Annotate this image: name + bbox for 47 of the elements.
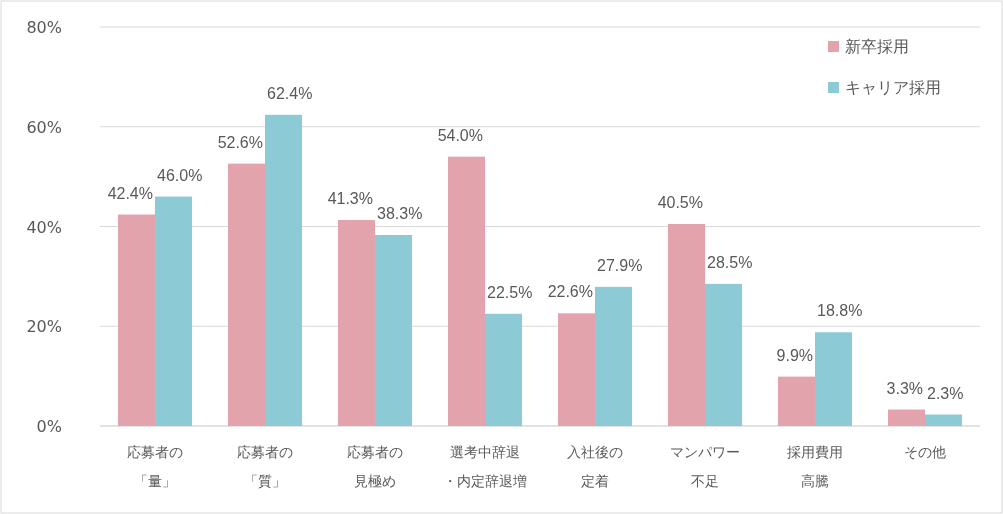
data-label: 18.8% (817, 302, 863, 320)
data-label: 54.0% (437, 126, 483, 144)
y-tick-label: 80% (26, 18, 62, 37)
bar (485, 313, 522, 426)
y-tick-label: 60% (26, 117, 62, 137)
x-tick-label: 応募者の見極め (346, 443, 404, 491)
bar (815, 332, 852, 426)
data-label: 38.3% (377, 204, 423, 222)
legend-label: キャリア採用 (845, 78, 941, 97)
bar (668, 224, 705, 426)
data-label: 28.5% (707, 253, 753, 271)
y-tick-label: 0% (36, 417, 62, 436)
bar (448, 156, 485, 426)
x-tick-label: その他 (903, 443, 947, 462)
x-tick-label: 入社後の定着 (566, 443, 624, 491)
data-label: 3.3% (886, 379, 923, 397)
bar (375, 234, 412, 426)
data-label: 52.6% (217, 133, 263, 151)
bar (118, 214, 155, 426)
data-label: 40.5% (657, 194, 703, 212)
bar (888, 409, 925, 426)
bar (705, 283, 742, 426)
data-label: 46.0% (157, 166, 203, 184)
bar (228, 163, 265, 426)
x-tick-label: マンパワー不足 (669, 443, 741, 491)
data-label: 62.4% (267, 84, 313, 102)
bar (595, 286, 632, 426)
data-label: 41.3% (327, 190, 373, 208)
bar (778, 376, 815, 426)
data-label: 42.4% (107, 184, 153, 202)
x-tick-label: 応募者の「量」 (126, 443, 184, 491)
data-label: 22.6% (547, 283, 593, 301)
data-label: 22.5% (487, 283, 533, 301)
data-label: 27.9% (597, 256, 643, 274)
x-tick-label: 採用費用高騰 (786, 443, 844, 491)
y-tick-label: 40% (26, 217, 62, 237)
y-tick-label: 20% (26, 317, 62, 337)
data-label: 9.9% (776, 346, 813, 364)
data-label: 2.3% (927, 384, 964, 402)
bar (338, 220, 375, 426)
bar (925, 414, 962, 426)
bar (558, 313, 595, 426)
x-tick-label: 選考中辞退・内定辞退増 (442, 443, 528, 491)
legend-label: 新卒採用 (845, 37, 909, 56)
bar (265, 114, 302, 426)
x-tick-label: 応募者の「質」 (236, 443, 294, 491)
bar (155, 196, 192, 426)
